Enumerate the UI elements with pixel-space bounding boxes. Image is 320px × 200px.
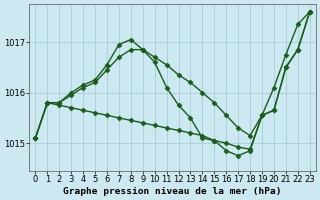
X-axis label: Graphe pression niveau de la mer (hPa): Graphe pression niveau de la mer (hPa) (63, 187, 282, 196)
